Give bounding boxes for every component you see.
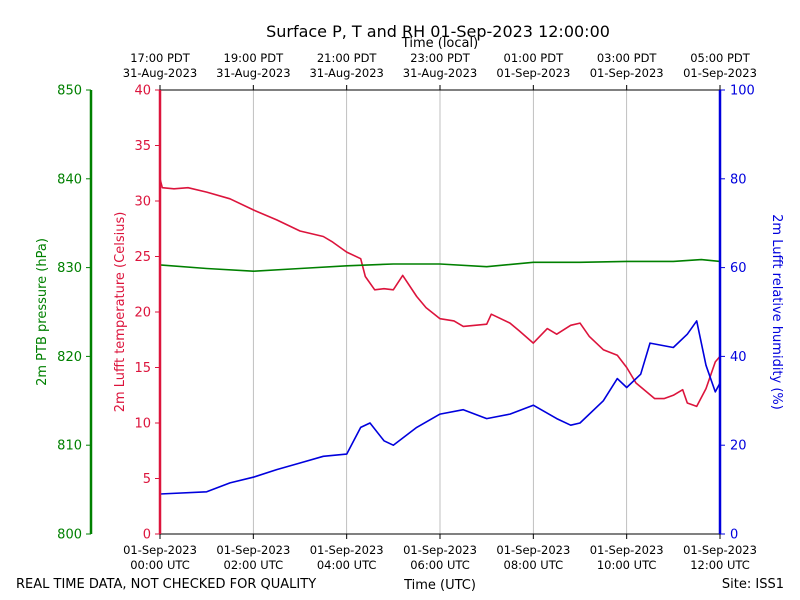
utc-time-label: 12:00 UTC (690, 558, 750, 572)
top-axis-label: Time (local) (401, 36, 478, 51)
utc-time-label: 02:00 UTC (224, 558, 284, 572)
local-time-label: 19:00 PDT (224, 51, 285, 65)
temperature-tick-label: 5 (143, 472, 151, 487)
temperature-axis-label: 2m Lufft temperature (Celsius) (113, 212, 128, 413)
utc-date-label: 01-Sep-2023 (496, 543, 570, 557)
utc-date-label: 01-Sep-2023 (123, 543, 197, 557)
utc-date-label: 01-Sep-2023 (683, 543, 757, 557)
humidity-tick-label: 20 (730, 439, 747, 454)
local-time-label: 03:00 PDT (597, 51, 658, 65)
humidity-tick-label: 80 (730, 172, 747, 187)
utc-time-label: 00:00 UTC (130, 558, 190, 572)
humidity-line (159, 320, 721, 495)
local-time-label: 17:00 PDT (130, 51, 191, 65)
local-time-label: 05:00 PDT (690, 51, 751, 65)
bottom-axis-label: Time (UTC) (403, 578, 476, 593)
temperature-tick-label: 10 (134, 417, 151, 432)
temperature-tick-label: 30 (134, 195, 151, 210)
temperature-tick-label: 40 (134, 84, 151, 99)
local-time-label: 21:00 PDT (317, 51, 378, 65)
quality-disclaimer: REAL TIME DATA, NOT CHECKED FOR QUALITY (16, 577, 316, 592)
pressure-tick-label: 810 (57, 439, 82, 454)
temperature-tick-label: 15 (134, 361, 151, 376)
humidity-tick-label: 40 (730, 350, 747, 365)
local-date-label: 31-Aug-2023 (123, 66, 197, 80)
local-date-label: 31-Aug-2023 (403, 66, 477, 80)
vertical-gridlines (252, 90, 628, 534)
pressure-tick-label: 840 (57, 172, 82, 187)
utc-date-label: 01-Sep-2023 (590, 543, 664, 557)
utc-time-label: 04:00 UTC (317, 558, 377, 572)
local-time-label: 23:00 PDT (410, 51, 471, 65)
humidity-axis-label: 2m Lufft relative humidity (%) (769, 214, 784, 410)
local-date-label: 01-Sep-2023 (683, 66, 757, 80)
utc-date-label: 01-Sep-2023 (216, 543, 290, 557)
pressure-tick-label: 830 (57, 261, 82, 276)
utc-time-label: 08:00 UTC (504, 558, 564, 572)
utc-time-label: 06:00 UTC (410, 558, 470, 572)
local-date-label: 31-Aug-2023 (309, 66, 383, 80)
utc-date-label: 01-Sep-2023 (403, 543, 477, 557)
axes (86, 85, 725, 539)
local-date-label: 01-Sep-2023 (590, 66, 664, 80)
humidity-tick-label: 100 (730, 84, 755, 99)
pressure-line (159, 258, 721, 272)
utc-date-label: 01-Sep-2023 (310, 543, 384, 557)
temperature-tick-label: 35 (134, 139, 151, 154)
pressure-axis-label: 2m PTB pressure (hPa) (35, 238, 50, 386)
humidity-tick-label: 0 (730, 528, 738, 543)
temperature-line (159, 178, 721, 408)
pressure-tick-label: 800 (57, 528, 82, 543)
site-label: Site: ISS1 (722, 577, 784, 592)
local-time-label: 01:00 PDT (504, 51, 565, 65)
tick-labels: 0 5 10 15 20 25 30 35 40 800 810 820 830 840 850 0 20 40 6… (57, 51, 757, 572)
humidity-tick-label: 60 (730, 261, 747, 276)
data-series (159, 178, 721, 495)
temperature-tick-label: 25 (134, 250, 151, 265)
temperature-tick-label: 0 (143, 528, 151, 543)
utc-time-label: 10:00 UTC (597, 558, 657, 572)
local-date-label: 01-Sep-2023 (496, 66, 570, 80)
pressure-tick-label: 850 (57, 84, 82, 99)
pressure-tick-label: 820 (57, 350, 82, 365)
temperature-tick-label: 20 (134, 306, 151, 321)
chart-title: Surface P, T and RH 01-Sep-2023 12:00:00 (266, 22, 610, 41)
local-date-label: 31-Aug-2023 (216, 66, 290, 80)
